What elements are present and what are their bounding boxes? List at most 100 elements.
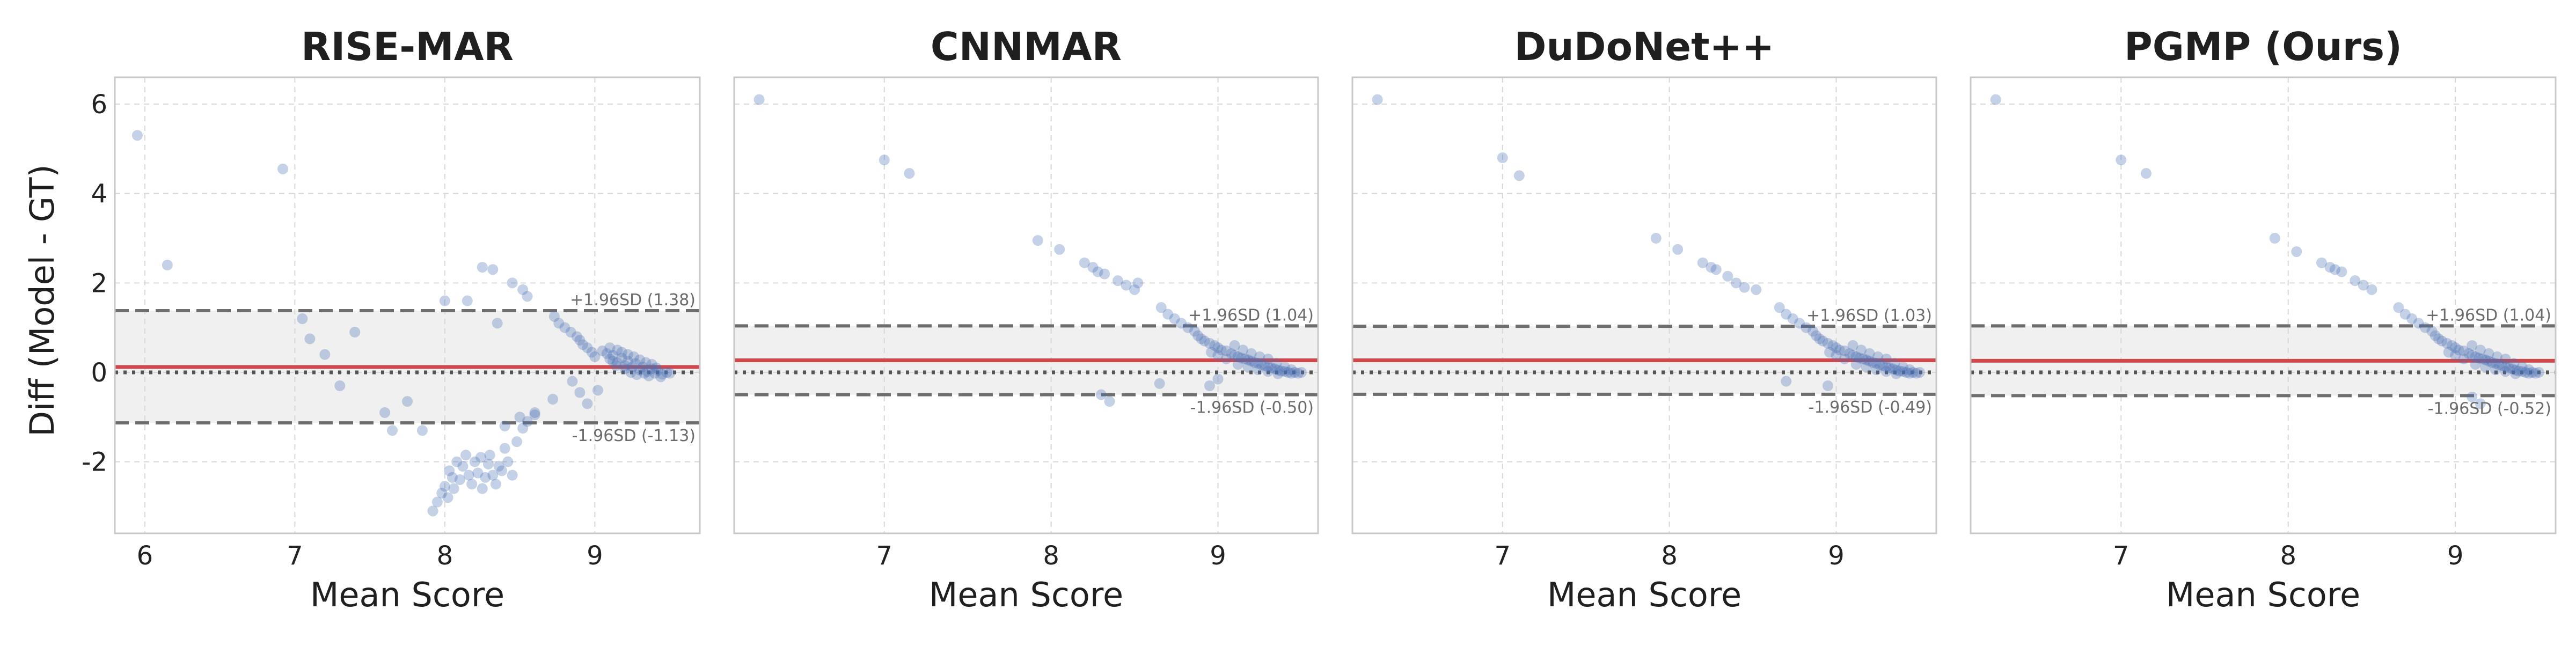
x-tick-label: 9 <box>1210 541 1226 571</box>
data-point <box>1697 257 1708 268</box>
x-axis-label: Mean Score <box>2166 575 2360 614</box>
data-point <box>639 368 650 379</box>
data-point <box>622 349 633 360</box>
data-point <box>1856 344 1867 356</box>
data-point <box>522 291 533 302</box>
data-points <box>131 130 676 517</box>
data-point <box>1880 366 1892 377</box>
data-point <box>1861 354 1872 365</box>
data-point <box>1831 342 1842 354</box>
data-point <box>628 351 640 362</box>
data-point <box>1162 309 1174 320</box>
x-tick-label: 9 <box>2447 541 2464 571</box>
data-point <box>447 472 458 483</box>
data-point <box>1212 350 1224 361</box>
data-point <box>2366 284 2377 295</box>
data-point <box>1296 367 1307 378</box>
data-point <box>484 450 495 461</box>
data-point <box>1054 244 1065 255</box>
data-point <box>477 483 488 494</box>
data-point <box>1286 368 1297 379</box>
data-point <box>319 349 331 360</box>
data-point <box>1289 367 1300 378</box>
data-point <box>462 295 473 306</box>
data-point <box>1751 284 1762 295</box>
data-point <box>1238 344 1249 356</box>
x-tick-label: 9 <box>587 541 603 571</box>
data-point <box>2453 344 2464 356</box>
data-point <box>1914 367 1925 378</box>
data-point <box>1901 367 1912 378</box>
panel-2: +1.96SD (1.04) -1.96SD (-0.50) 7 8 9 Mean Sco… <box>733 24 1319 614</box>
data-point <box>1182 322 1194 333</box>
data-point <box>1206 347 1217 358</box>
data-point <box>1880 354 1892 364</box>
y-axis-label: Diff (Model - GT) <box>23 164 62 436</box>
data-point <box>1087 262 1099 273</box>
data-point <box>565 327 576 337</box>
data-point <box>630 358 641 369</box>
data-point <box>2500 362 2511 372</box>
data-point <box>2393 302 2404 313</box>
data-point <box>1834 344 1845 356</box>
data-point <box>592 385 603 396</box>
upper-limit-label: +1.96SD (1.38) <box>570 291 696 310</box>
x-tick-label: 7 <box>2113 541 2129 571</box>
data-point <box>1794 318 1805 329</box>
data-point <box>1279 366 1290 377</box>
y-tick-label: 4 <box>91 179 107 209</box>
data-point <box>1990 94 2001 105</box>
data-point <box>661 367 672 378</box>
data-point <box>1189 326 1200 337</box>
data-point <box>1256 359 1267 370</box>
data-point <box>2523 364 2535 375</box>
data-point <box>1239 354 1250 364</box>
data-point <box>1814 333 1825 344</box>
data-point <box>436 488 448 498</box>
data-point <box>277 163 289 174</box>
data-point <box>582 342 593 354</box>
x-axis-label: Mean Score <box>310 575 504 614</box>
data-point <box>631 369 642 380</box>
data-point <box>634 364 646 376</box>
data-point <box>649 368 661 379</box>
data-point <box>646 359 657 370</box>
data-point <box>2480 354 2491 365</box>
data-point <box>2490 358 2501 369</box>
data-point <box>1872 351 1884 362</box>
data-point <box>1095 389 1107 400</box>
data-point <box>460 450 471 461</box>
data-point <box>597 346 608 356</box>
data-point <box>1292 368 1304 379</box>
data-point <box>1262 366 1274 377</box>
data-point <box>1847 340 1858 351</box>
upper-limit-label: +1.96SD (1.04) <box>1188 306 1314 325</box>
data-point <box>514 412 525 423</box>
data-point <box>439 295 450 306</box>
data-point <box>131 130 143 141</box>
lower-limit-label: -1.96SD (-0.52) <box>2428 399 2551 418</box>
data-point <box>304 333 316 344</box>
x-tick-label: 9 <box>1828 541 1845 571</box>
data-point <box>2441 337 2453 349</box>
data-point <box>637 362 648 372</box>
data-point <box>1867 357 1878 368</box>
data-point <box>2316 257 2327 268</box>
panel-title: RISE-MAR <box>301 24 514 69</box>
data-point <box>480 472 491 483</box>
data-point <box>1824 347 1835 358</box>
data-point <box>493 461 504 472</box>
data-point <box>753 94 765 105</box>
x-tick-label: 7 <box>1494 541 1511 571</box>
data-point <box>1204 380 1215 391</box>
data-point <box>1887 363 1899 375</box>
data-point <box>2473 353 2484 364</box>
data-point <box>2420 322 2431 333</box>
data-point <box>2500 354 2511 364</box>
data-points <box>1990 94 2544 409</box>
data-point <box>1722 270 1733 282</box>
data-point <box>574 335 586 346</box>
data-point <box>487 469 499 481</box>
y-tick-label: -2 <box>82 447 107 478</box>
data-point <box>1286 364 1297 375</box>
